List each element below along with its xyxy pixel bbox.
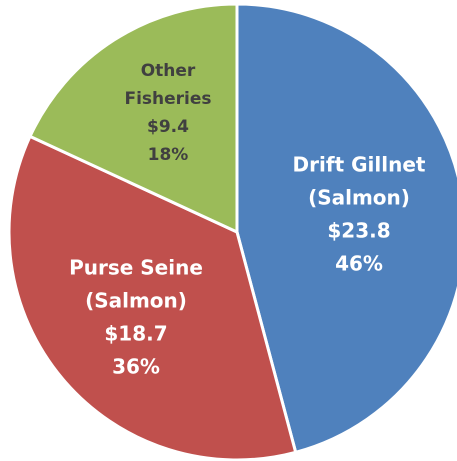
slice-value-label: $9.4 <box>147 117 189 137</box>
slice-label: Other <box>141 61 196 81</box>
slice-value-label: $23.8 <box>327 219 390 243</box>
slice-percent-label: 36% <box>112 355 160 379</box>
pie-slice <box>235 2 457 454</box>
slice-label: Purse Seine <box>69 256 203 280</box>
pie-slice <box>28 2 239 234</box>
slice-value-label: $18.7 <box>104 322 167 346</box>
slice-percent-label: 46% <box>335 252 383 276</box>
slice-label: (Salmon) <box>85 289 187 313</box>
slice-percent-label: 18% <box>148 145 189 165</box>
slice-label: Fisheries <box>124 89 211 109</box>
pie-slice <box>7 134 298 461</box>
slice-label: Drift Gillnet <box>293 153 426 177</box>
slice-label: (Salmon) <box>308 186 410 210</box>
